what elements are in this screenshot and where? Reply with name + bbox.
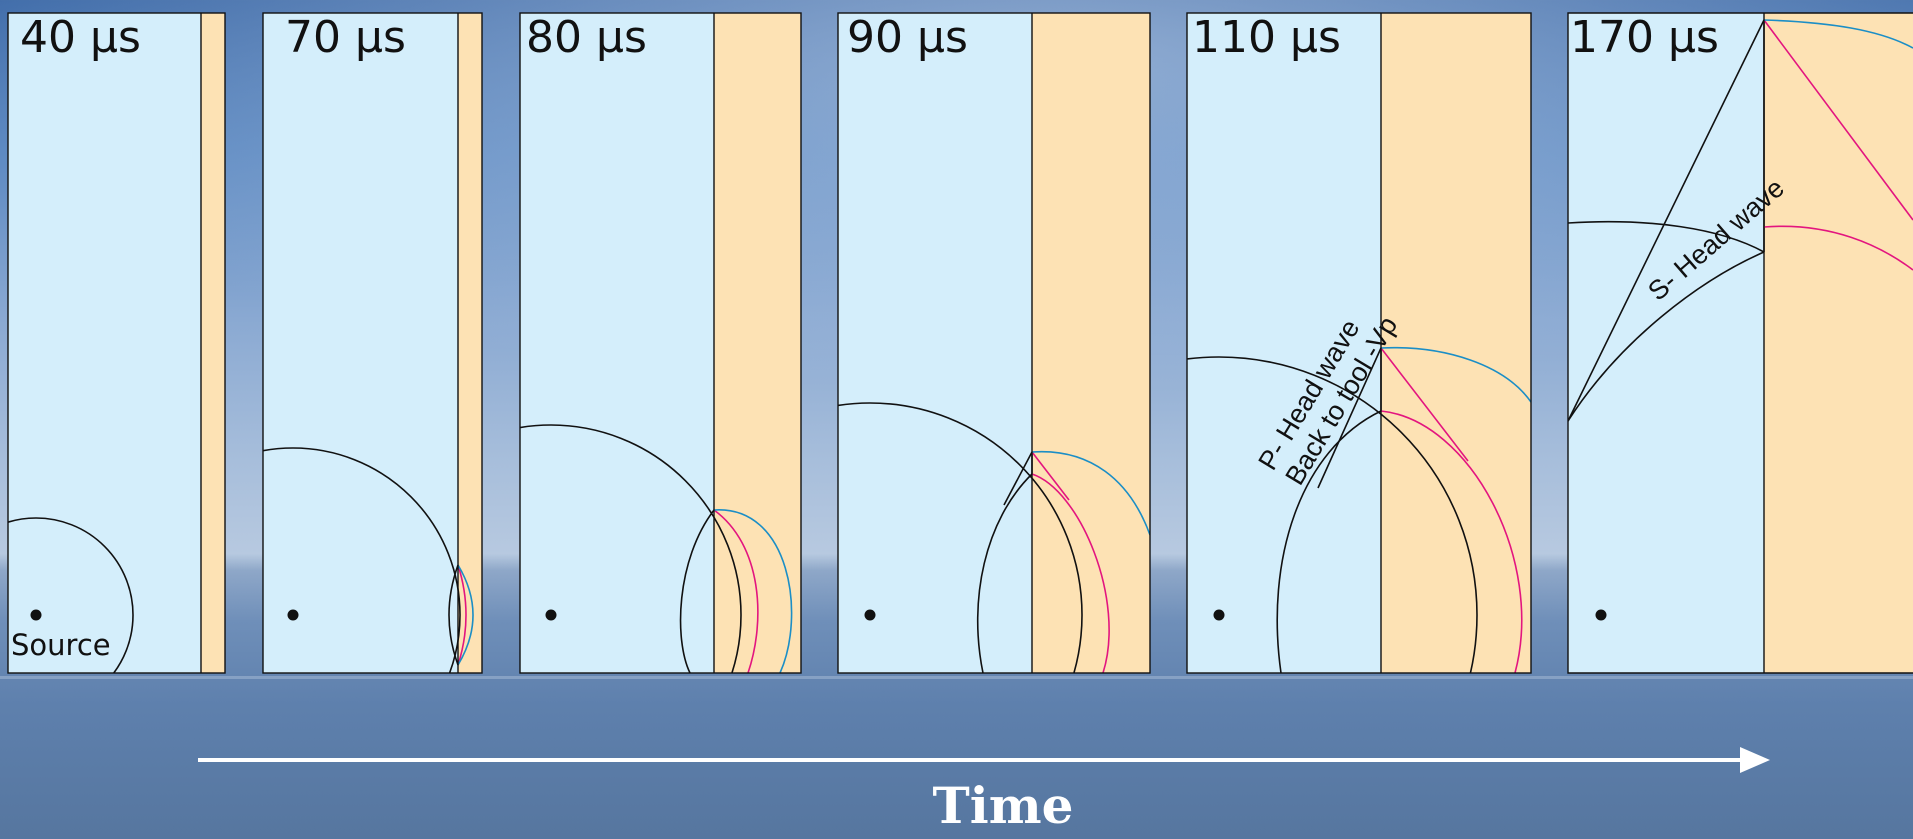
transmitted-p-wave [1380,410,1523,673]
time-arrow [198,747,1770,773]
panel-40us: Source 40 µs [7,12,226,674]
fluid-region [1187,13,1381,673]
transmitted-p-wave [457,564,467,666]
panel-frame [7,12,226,674]
time-arrow-head [1740,747,1770,773]
reflected-wave [1568,251,1765,422]
panel-80us: 80 µs [519,12,802,674]
fluid-wavefront [838,402,1083,673]
fluid-region [520,13,714,673]
panel-frame [837,12,1151,674]
fluid-region [263,13,458,673]
fluid-wavefront [520,424,742,673]
transmitted-p-wave [1031,473,1110,673]
transmitted-s-wave [1031,450,1150,536]
fluid-region [8,13,201,673]
reflected-wave [1276,410,1382,673]
fluid-region [1568,13,1764,673]
panel-time-label: 80 µs [526,12,647,63]
transmitted-s-wave [457,564,474,666]
panel-time-label: 90 µs [847,12,968,63]
transmitted-s-wave [1380,346,1531,403]
source-dot [287,609,299,621]
panel-frame [262,12,483,674]
transmitted-p-wave [1763,225,1913,271]
fluid-wavefront [8,517,134,673]
p-head-wave [1031,451,1070,501]
source-label: Source [11,628,111,662]
panel-frame [1567,12,1913,674]
formation-region [1381,13,1531,673]
head-wave-cone [1003,451,1033,506]
fluid-wavefront [1187,356,1478,673]
reflected-wave [448,564,459,666]
head-wave-cone [1317,347,1382,489]
transmitted-s-wave [1763,19,1913,49]
panel-time-label: 40 µs [20,12,141,63]
panel-time-label: 170 µs [1570,12,1719,63]
formation-region [714,13,801,673]
formation-region [201,13,225,673]
time-axis-label: Time [932,776,1074,835]
formation-region [1032,13,1150,673]
source-dot [1213,609,1225,621]
reflected-wave [976,473,1033,673]
transmitted-p-wave [713,509,759,673]
panel-90us: 90 µs [837,12,1151,674]
source-dot [545,609,557,621]
p-head-wave [1380,347,1469,462]
reflected-wave [679,509,715,673]
panel-70us: 70 µs [262,12,483,674]
panel-170us: 170 µs S- Head wave [1567,12,1913,674]
transmitted-s-wave [713,509,793,673]
panel-110us: 110 µs P- Head wave Back to tool -Vp [1186,12,1532,674]
fluid-region [838,13,1032,673]
panel-frame [519,12,802,674]
head-wave-cone [1568,19,1765,422]
panel-time-label: 70 µs [285,12,406,63]
panel-time-label: 110 µs [1192,12,1341,63]
fluid-wavefront [263,447,461,673]
source-dot [1595,609,1607,621]
fluid-wavefront [1568,220,1765,253]
source-dot [864,609,876,621]
formation-region [458,13,482,673]
p-head-wave [1763,19,1913,221]
panel-frame [1186,12,1532,674]
source-dot [30,609,42,621]
formation-region [1764,13,1913,673]
